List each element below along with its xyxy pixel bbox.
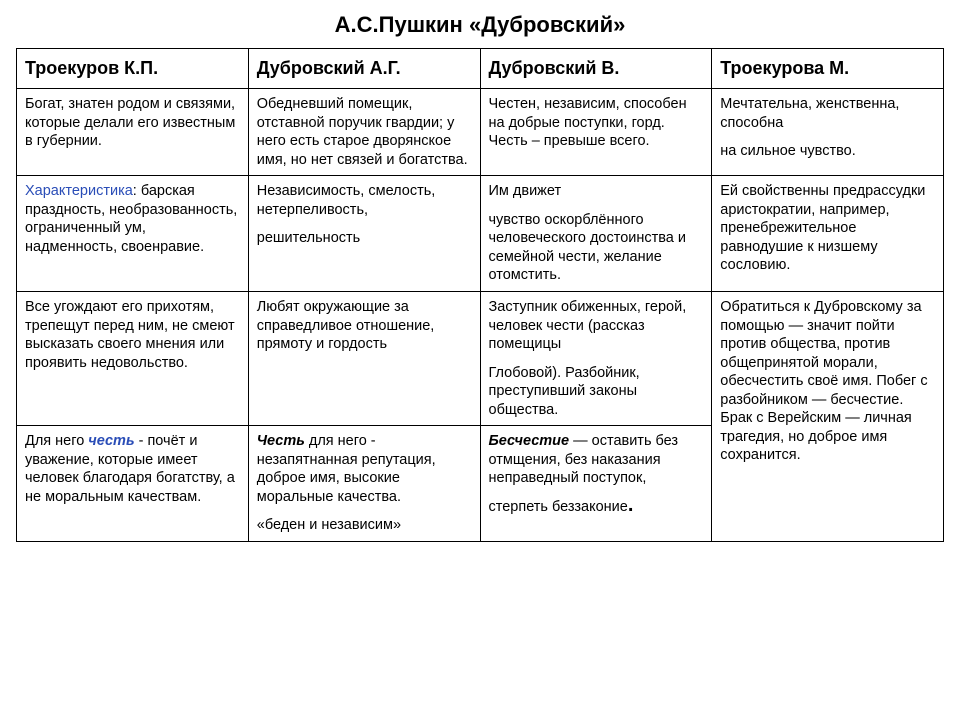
cell-r3c2: Любят окружающие за справедливое отношен… — [248, 291, 480, 425]
table-row: Все угождают его прихотям, трепещут пере… — [17, 291, 944, 425]
table-header-row: Троекуров К.П. Дубровский А.Г. Дубровски… — [17, 49, 944, 89]
cell-r2c4: Ей свойственны предрассудки аристократии… — [712, 176, 944, 292]
cell-text: Им движет — [489, 182, 704, 201]
keyword-characteristic: Характеристика — [25, 183, 133, 199]
cell-text: Заступник обиженных, герой, человек чест… — [489, 298, 704, 354]
cell-r4c2: Честь для него - незапятнанная репутация… — [248, 426, 480, 542]
cell-text: Мечтательна, женственна, способна — [720, 95, 935, 132]
col-header-2: Дубровский А.Г. — [248, 49, 480, 89]
col-header-3: Дубровский В. — [480, 49, 712, 89]
col-header-4: Троекурова М. — [712, 49, 944, 89]
cell-text: Независимость, смелость, нетерпеливость, — [257, 182, 472, 219]
cell-r1c1: Богат, знатен родом и связями, которые д… — [17, 89, 249, 176]
cell-r4c3: Бесчестие — оставить без отмщения, без н… — [480, 426, 712, 542]
cell-text: чувство оскорблённого человеческого дост… — [489, 211, 704, 285]
cell-text: решительность — [257, 229, 472, 248]
keyword-honor: Честь — [257, 433, 305, 449]
cell-r3c3: Заступник обиженных, герой, человек чест… — [480, 291, 712, 425]
cell-r3c1: Все угождают его прихотям, трепещут пере… — [17, 291, 249, 425]
characters-table: Троекуров К.П. Дубровский А.Г. Дубровски… — [16, 48, 944, 542]
cell-r1c2: Обедневший помещик, отставной поручик гв… — [248, 89, 480, 176]
cell-text: на сильное чувство. — [720, 142, 935, 161]
cell-r4c1: Для него честь - почёт и уважение, котор… — [17, 426, 249, 542]
cell-text: «беден и независим» — [257, 516, 472, 535]
keyword-honor: честь — [88, 433, 134, 449]
cell-r2c1: Характеристика: барская праздность, необ… — [17, 176, 249, 292]
cell-r3c4-merged: Обратиться к Дубровскому за помощью — зн… — [712, 291, 944, 541]
page-title: А.С.Пушкин «Дубровский» — [16, 12, 944, 38]
cell-r2c2: Независимость, смелость, нетерпеливость,… — [248, 176, 480, 292]
cell-r1c3: Честен, независим, способен на добрые по… — [480, 89, 712, 176]
cell-r1c4: Мечтательна, женственна, способна на сил… — [712, 89, 944, 176]
cell-text: Глобовой). Разбойник, преступивший закон… — [489, 364, 704, 420]
table-row: Характеристика: барская праздность, необ… — [17, 176, 944, 292]
col-header-1: Троекуров К.П. — [17, 49, 249, 89]
cell-text: Для него — [25, 433, 88, 449]
table-row: Богат, знатен родом и связями, которые д… — [17, 89, 944, 176]
cell-text: стерпеть беззаконие — [489, 499, 628, 515]
keyword-dishonor: Бесчестие — [489, 433, 570, 449]
cell-r2c3: Им движет чувство оскорблённого человече… — [480, 176, 712, 292]
period-icon: . — [628, 494, 634, 516]
